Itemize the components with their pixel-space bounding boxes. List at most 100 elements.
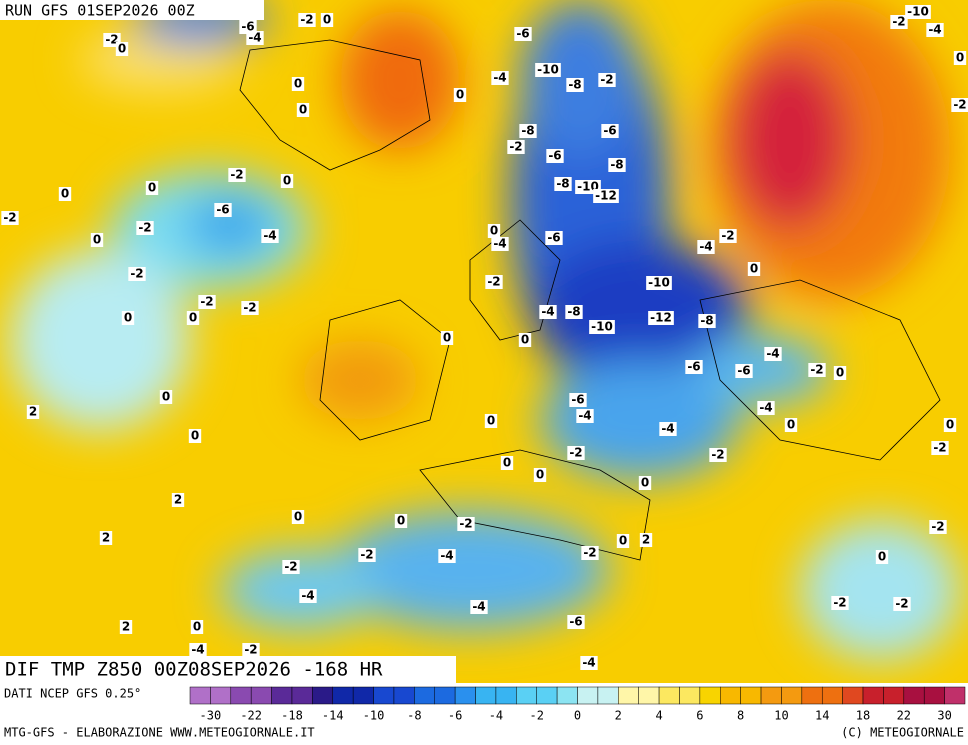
run-label: RUN GFS 01SEP2026 00Z xyxy=(5,2,195,20)
contour-label: -2 xyxy=(1,211,19,225)
contour-label: 0 xyxy=(121,311,135,325)
contour-label: -4 xyxy=(580,656,598,670)
label-box xyxy=(931,441,949,455)
contour-label-text: 2 xyxy=(122,620,130,634)
contour-label-text: -2 xyxy=(509,140,522,154)
contour-label-text: -8 xyxy=(567,305,580,319)
contour-label-text: 0 xyxy=(946,418,954,432)
label-box xyxy=(514,27,532,41)
label-box xyxy=(646,276,672,290)
label-box xyxy=(589,320,615,334)
label-box xyxy=(491,71,509,85)
contour-label-text: -4 xyxy=(493,71,506,85)
label-box xyxy=(697,240,715,254)
contour-label: 0 xyxy=(115,42,129,56)
contour-label: -2 xyxy=(507,140,525,154)
contour-label: -2 xyxy=(298,13,316,27)
contour-label: -2 xyxy=(929,520,947,534)
contour-label-text: -4 xyxy=(541,305,554,319)
colorbar: -30 -22 -18 -14 -10 -8 -6 -4 -2 0 2 4 6 8 10 14 18 22 30 xyxy=(189,686,966,723)
label-box xyxy=(565,305,583,319)
contour-label-text: -2 xyxy=(360,548,373,562)
contour-label-text: -2 xyxy=(3,211,16,225)
contour-label: -10 xyxy=(646,276,672,290)
contour-label-text: 0 xyxy=(93,233,101,247)
label-box xyxy=(638,476,652,490)
contour-label: -8 xyxy=(519,124,537,138)
contour-label: -6 xyxy=(569,393,587,407)
contour-label: -2 xyxy=(890,15,908,29)
contour-label: 0 xyxy=(58,187,72,201)
label-box xyxy=(698,314,716,328)
label-box xyxy=(545,231,563,245)
label-box xyxy=(893,597,911,611)
contour-label-text: -2 xyxy=(200,295,213,309)
colorbar-tick-label: -22 xyxy=(240,709,262,723)
label-box xyxy=(239,20,257,34)
contour-label: -4 xyxy=(470,600,488,614)
contour-label-text: -2 xyxy=(105,33,118,47)
contour-label: -6 xyxy=(546,149,564,163)
contour-label-text: -4 xyxy=(759,401,772,415)
contour-label-text: -4 xyxy=(301,589,314,603)
contour-label: -2 xyxy=(893,597,911,611)
contour-label: 0 xyxy=(190,620,204,634)
colorbar-cell xyxy=(189,686,211,705)
contour-label: -10 xyxy=(905,5,931,19)
contour-label: -6 xyxy=(685,360,703,374)
label-box xyxy=(735,364,753,378)
label-box xyxy=(533,468,547,482)
run-box xyxy=(0,0,264,20)
contour-label: -8 xyxy=(566,78,584,92)
label-box xyxy=(567,446,585,460)
coastlines xyxy=(239,39,941,561)
colorbar-cell xyxy=(414,686,435,705)
contour-label-text: -2 xyxy=(810,363,823,377)
contour-label-text: -6 xyxy=(241,20,254,34)
contour-label: -6 xyxy=(239,20,257,34)
label-box xyxy=(128,267,146,281)
title-box xyxy=(0,656,456,683)
colorbar-cell xyxy=(801,686,823,705)
contour-label: -2 xyxy=(719,229,737,243)
contour-label-text: -4 xyxy=(191,643,204,657)
label-box xyxy=(198,295,216,309)
contour-label: -2 xyxy=(951,98,968,112)
label-box xyxy=(296,103,310,117)
colorbar-cell xyxy=(332,686,354,705)
contour-label-text: -10 xyxy=(907,5,929,19)
label-box xyxy=(491,237,509,251)
contour-label-text: -4 xyxy=(472,600,485,614)
label-box xyxy=(121,311,135,325)
contour-label: -8 xyxy=(554,177,572,191)
label-box xyxy=(90,233,104,247)
contour-label-text: -6 xyxy=(737,364,750,378)
contour-label-text: -2 xyxy=(284,560,297,574)
contour-label: -2 xyxy=(931,441,949,455)
contour-label-text: -6 xyxy=(571,393,584,407)
label-box xyxy=(115,42,129,56)
contour-label-text: -4 xyxy=(582,656,595,670)
contour-label: -4 xyxy=(299,589,317,603)
label-box xyxy=(242,643,260,657)
label-box xyxy=(569,393,587,407)
label-box xyxy=(171,493,185,507)
contour-label-text: 0 xyxy=(61,187,69,201)
colorbar-cell xyxy=(720,686,741,705)
contour-label: 0 xyxy=(747,262,761,276)
contour-label: -4 xyxy=(438,549,456,563)
contour-label: -6 xyxy=(545,231,563,245)
contour-label: -2 xyxy=(831,596,849,610)
colorbar-tick-label: 6 xyxy=(696,709,703,723)
colorbar-cell xyxy=(312,686,334,705)
label-box xyxy=(608,158,626,172)
label-box xyxy=(190,620,204,634)
contour-label: 0 xyxy=(188,429,202,443)
colorbar-cell xyxy=(862,686,884,705)
contour-label-text: 0 xyxy=(294,510,302,524)
contour-label-text: -4 xyxy=(578,409,591,423)
contour-label-text: -2 xyxy=(600,73,613,87)
contour-label-text: 0 xyxy=(521,333,529,347)
label-box xyxy=(186,311,200,325)
label-box xyxy=(261,229,279,243)
